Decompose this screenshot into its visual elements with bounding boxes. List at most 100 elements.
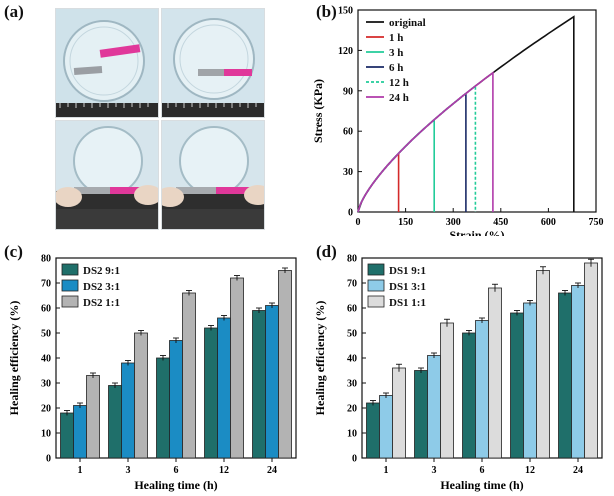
bar: [86, 375, 100, 459]
y-tick-label: 60: [41, 304, 51, 315]
bar: [366, 402, 380, 459]
x-axis-label: Healing time (h): [134, 478, 217, 492]
stress-strain-chart: 0 150 300 450 600 750 0 30 60 90 120 150 Strain (%) S…: [311, 6, 604, 237]
panel-d-label: (d): [316, 242, 337, 261]
bar: [169, 340, 183, 459]
bar: [60, 412, 74, 459]
y-tick-label: 70: [347, 279, 357, 290]
legend-swatch: [367, 263, 385, 276]
bar: [204, 327, 218, 459]
series-line-1h: [357, 151, 400, 213]
bar: [536, 270, 550, 459]
legend-label: 6 h: [389, 62, 403, 74]
y-tick-label: 80: [41, 254, 51, 265]
bar: [414, 370, 428, 459]
bar: [488, 287, 502, 459]
legend-label: DS2 9:1: [83, 265, 120, 277]
legend-swatch: [61, 295, 79, 308]
healing-efficiency-chart-ds1: 0 10 20 30 40 50 60 70 80 1 3 6 12 24 Healing time (h)…: [313, 254, 603, 492]
healing-efficiency-chart-ds2: 0 10 20 30 40 50 60 70 80 1 3 6 12 24 Healing time (h)…: [7, 254, 297, 492]
plot-frame: [357, 9, 597, 213]
y-tick-label: 40: [41, 354, 51, 365]
bar: [278, 270, 292, 459]
x-tick-label: 150: [398, 217, 413, 228]
x-tick-label: 1: [384, 465, 389, 476]
y-tick-label: 20: [347, 404, 357, 415]
legend-label: DS2 3:1: [83, 281, 120, 293]
panel-b-label: (b): [316, 2, 337, 21]
bar: [427, 355, 441, 459]
bar: [379, 395, 393, 459]
y-tick-label: 0: [348, 208, 353, 219]
series-line-6h: [357, 91, 467, 213]
bar: [265, 305, 279, 459]
photo-original-pieces: [55, 8, 159, 118]
legend-label: DS1 1:1: [389, 297, 426, 309]
y-tick-label: 30: [347, 379, 357, 390]
x-tick-label: 12: [219, 465, 229, 476]
bar: [73, 405, 87, 459]
series-line-12h: [357, 84, 477, 213]
y-tick-label: 40: [347, 354, 357, 365]
y-axis-label: Stress (KPa): [311, 79, 325, 143]
y-axis-label: Healing efficiency (%): [7, 301, 21, 416]
legend-swatch: [367, 279, 385, 292]
bar: [475, 320, 489, 459]
bar: [510, 312, 524, 459]
y-axis-label: Healing efficiency (%): [313, 301, 327, 416]
y-tick-label: 30: [343, 167, 353, 178]
bar: [108, 385, 122, 459]
legend-label: DS2 1:1: [83, 297, 120, 309]
bar: [252, 310, 266, 459]
bar: [571, 285, 585, 459]
y-tick-label: 80: [347, 254, 357, 265]
bar: [121, 362, 135, 459]
y-tick-label: 60: [347, 304, 357, 315]
legend-swatch: [367, 295, 385, 308]
legend-label: original: [389, 17, 426, 29]
y-tick-label: 10: [347, 429, 357, 440]
x-tick-label: 1: [78, 465, 83, 476]
x-tick-label: 12: [525, 465, 535, 476]
x-tick-label: 3: [432, 465, 437, 476]
photo-stretch-right: [161, 120, 265, 230]
photo-grid: [55, 8, 265, 230]
series-line-3h: [357, 117, 435, 213]
legend-label: DS1 3:1: [389, 281, 426, 293]
bar: [462, 332, 476, 459]
y-tick-label: 60: [343, 127, 353, 138]
x-tick-label: 24: [267, 465, 277, 476]
panel-a-label: (a): [4, 2, 24, 21]
y-tick-label: 70: [41, 279, 51, 290]
legend-label: 3 h: [389, 47, 403, 59]
y-tick-label: 30: [41, 379, 51, 390]
bar: [134, 332, 148, 459]
y-tick-label: 0: [46, 454, 51, 465]
legend-swatch: [61, 263, 79, 276]
bar: [230, 277, 244, 459]
photo-healed-strip: [161, 8, 265, 118]
y-tick-label: 20: [41, 404, 51, 415]
x-axis-label: Strain (%): [450, 228, 505, 236]
bar: [523, 302, 537, 459]
x-tick-label: 300: [446, 217, 461, 228]
legend-label: 12 h: [389, 77, 409, 89]
y-tick-label: 150: [338, 6, 353, 17]
y-tick-label: 50: [347, 329, 357, 340]
x-tick-label: 24: [573, 465, 583, 476]
legend-label: DS1 9:1: [389, 265, 426, 277]
y-tick-label: 0: [352, 454, 357, 465]
bar: [584, 262, 598, 459]
bar: [217, 317, 231, 459]
x-axis-label: Healing time (h): [440, 478, 523, 492]
bar: [182, 292, 196, 459]
legend-label: 24 h: [389, 92, 409, 104]
x-tick-label: 0: [356, 217, 361, 228]
legend-label: 1 h: [389, 32, 403, 44]
bar: [558, 292, 572, 459]
photo-stretch-left: [55, 120, 159, 230]
y-tick-label: 50: [41, 329, 51, 340]
series-line-24h: [357, 71, 494, 213]
x-tick-label: 750: [589, 217, 604, 228]
bar: [156, 357, 170, 459]
